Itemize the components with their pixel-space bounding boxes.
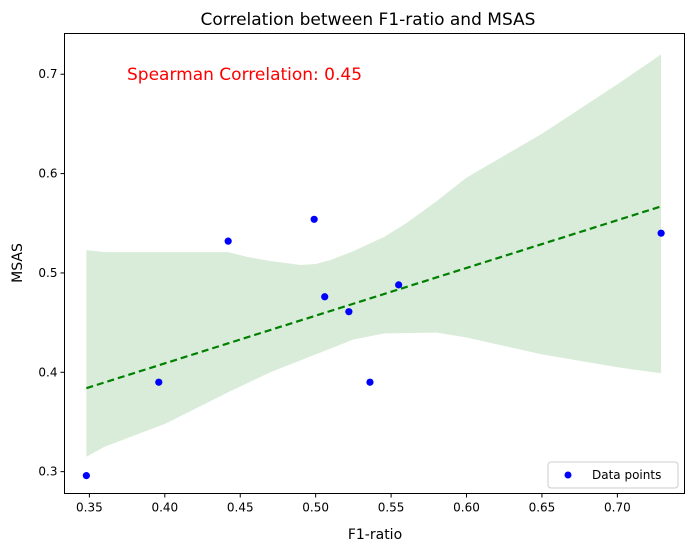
legend-box — [547, 461, 679, 489]
y-tick-label: 0.4 — [38, 365, 57, 379]
data-point — [321, 293, 329, 301]
plot-frame — [64, 33, 685, 494]
regression-line — [86, 205, 662, 390]
confidence-band — [86, 54, 662, 457]
x-tick-label: 0.45 — [227, 501, 254, 515]
x-tick-label: 0.55 — [378, 501, 405, 515]
data-point — [82, 472, 90, 480]
y-tick-label: 0.7 — [38, 67, 57, 81]
x-axis: 0.35 0.40 0.45 0.50 0.55 0.60 0.65 0.70 — [76, 493, 631, 515]
data-point — [224, 237, 232, 245]
chart-title: Correlation between F1-ratio and MSAS — [201, 10, 536, 30]
y-tick-label: 0.3 — [38, 465, 57, 479]
spearman-annotation: Spearman Correlation: 0.45 — [127, 65, 362, 85]
x-tick-label: 0.70 — [604, 501, 631, 515]
legend: Data points — [547, 461, 679, 489]
y-axis: 0.3 0.4 0.5 0.6 0.7 — [38, 67, 65, 479]
x-axis-label: F1-ratio — [348, 527, 402, 543]
y-tick-label: 0.6 — [38, 167, 57, 181]
x-tick-label: 0.65 — [529, 501, 556, 515]
data-point — [657, 229, 665, 237]
legend-marker — [564, 471, 572, 479]
y-tick-label: 0.5 — [38, 266, 57, 280]
data-point — [366, 378, 374, 386]
legend-label: Data points — [592, 468, 661, 482]
x-tick-label: 0.60 — [453, 501, 480, 515]
data-point — [395, 281, 403, 289]
x-tick-label: 0.35 — [76, 501, 103, 515]
data-point — [155, 378, 163, 386]
y-axis-label: MSAS — [10, 243, 26, 283]
x-tick-label: 0.40 — [151, 501, 178, 515]
plot-area — [82, 54, 665, 480]
data-point — [345, 308, 353, 316]
data-point — [310, 215, 318, 223]
x-tick-label: 0.50 — [302, 501, 329, 515]
